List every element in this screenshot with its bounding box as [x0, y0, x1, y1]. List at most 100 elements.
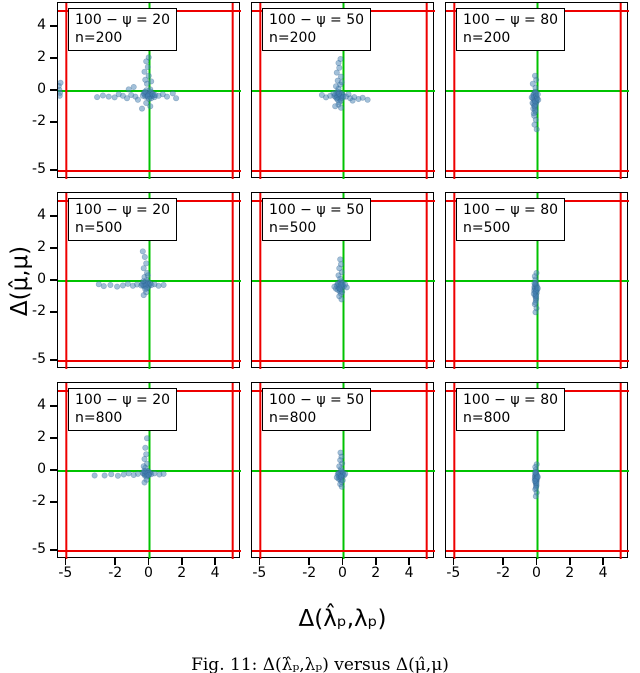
scatter-point	[336, 285, 343, 292]
scatter-point	[364, 96, 371, 103]
scatter-point	[337, 449, 344, 456]
n-label: n=500	[75, 220, 123, 237]
psi-label: 100 − ψ = 20	[75, 202, 171, 218]
scatter-point	[343, 284, 350, 291]
scatter-point	[124, 95, 131, 102]
scatter-point	[101, 472, 108, 479]
scatter-panel-r0c0: 100 − ψ = 20 n=200	[57, 2, 241, 179]
x-tick-mark	[258, 558, 261, 565]
scatter-point	[107, 282, 114, 289]
scatter-point	[359, 94, 366, 101]
psi-label: 100 − ψ = 80	[463, 392, 559, 408]
n-label: n=200	[75, 30, 123, 47]
scatter-point	[147, 86, 154, 93]
scatter-point	[58, 92, 63, 99]
x-tick-mark	[408, 558, 410, 565]
panel-label-box: 100 − ψ = 80 n=800	[456, 388, 566, 432]
y-tick-label: 4	[37, 207, 46, 223]
scatter-point	[333, 83, 340, 90]
x-tick-label: 0	[338, 565, 347, 581]
x-tick-label: -2	[496, 565, 511, 581]
scatter-panel-r2c0: 100 − ψ = 20 n=800	[57, 382, 241, 559]
scatter-point	[128, 92, 135, 99]
y-tick-mark	[50, 501, 57, 503]
scatter-point	[139, 105, 146, 112]
x-tick-label: -2	[108, 565, 123, 581]
x-tick-mark	[569, 558, 571, 565]
scatter-point	[141, 68, 148, 75]
scatter-point	[337, 55, 344, 62]
scatter-point	[95, 281, 102, 288]
scatter-point	[151, 470, 158, 477]
scatter-point	[145, 54, 152, 61]
n-label: n=800	[269, 410, 317, 427]
scatter-point	[100, 283, 107, 290]
scatter-panel-r1c2: 100 − ψ = 80 n=500	[445, 192, 629, 369]
scatter-point	[140, 265, 147, 272]
scatter-point	[141, 253, 148, 260]
scatter-panel-r2c2: 100 − ψ = 80 n=800	[445, 382, 629, 559]
n-label: n=800	[463, 410, 511, 427]
scatter-point	[130, 472, 137, 479]
scatter-point	[338, 73, 345, 80]
scatter-point	[115, 91, 122, 98]
scatter-point	[114, 472, 121, 479]
psi-label: 100 − ψ = 20	[75, 12, 171, 28]
x-tick-mark	[114, 558, 116, 565]
x-tick-mark	[602, 558, 604, 565]
psi-label: 100 − ψ = 80	[463, 202, 559, 218]
scatter-point	[532, 493, 539, 500]
x-tick-mark	[341, 558, 344, 565]
y-tick-label: 0	[37, 81, 46, 97]
scatter-point	[333, 69, 340, 76]
x-tick-label: 2	[371, 565, 381, 581]
scatter-point	[338, 104, 345, 111]
scatter-point	[145, 72, 152, 79]
scatter-point	[91, 472, 98, 479]
scatter-point	[323, 94, 330, 101]
scatter-point	[534, 473, 541, 480]
scatter-point	[531, 477, 538, 484]
y-tick-mark	[50, 359, 57, 361]
x-tick-label: 0	[532, 565, 541, 581]
scatter-point	[141, 479, 148, 486]
scatter-point	[528, 94, 535, 101]
x-tick-label: 4	[404, 565, 414, 581]
y-tick-mark	[50, 215, 57, 217]
panel-plot-area	[446, 383, 629, 559]
scatter-point	[119, 282, 126, 289]
scatter-point	[349, 97, 356, 104]
panel-label-box: 100 − ψ = 20 n=800	[68, 388, 178, 432]
scatter-point	[143, 451, 150, 458]
scatter-point	[338, 79, 345, 86]
scatter-point	[338, 483, 345, 490]
y-tick-label: 4	[37, 17, 46, 33]
scatter-point	[169, 90, 176, 97]
y-tick-label: 0	[37, 461, 46, 477]
scatter-point	[159, 91, 166, 98]
y-tick-label: -5	[32, 541, 46, 557]
scatter-point	[124, 280, 131, 287]
x-tick-label: 0	[144, 565, 153, 581]
y-tick-label: -2	[32, 493, 46, 509]
scatter-point	[530, 290, 537, 297]
n-label: n=500	[269, 220, 317, 237]
x-tick-label: -5	[446, 565, 461, 581]
y-tick-mark	[50, 437, 57, 439]
scatter-point	[534, 91, 541, 98]
panel-plot-area	[252, 3, 435, 179]
scatter-point	[130, 84, 137, 91]
y-tick-mark	[50, 57, 57, 59]
panel-plot-area	[446, 193, 629, 369]
scatter-point	[531, 280, 538, 287]
scatter-point	[140, 463, 147, 470]
scatter-point	[331, 283, 338, 290]
x-tick-label: 4	[210, 565, 220, 581]
y-tick-label: -2	[32, 303, 46, 319]
scatter-point	[141, 456, 148, 463]
y-tick-mark	[50, 25, 57, 27]
x-tick-mark	[64, 558, 67, 565]
n-label: n=200	[463, 30, 511, 47]
x-tick-mark	[535, 558, 538, 565]
